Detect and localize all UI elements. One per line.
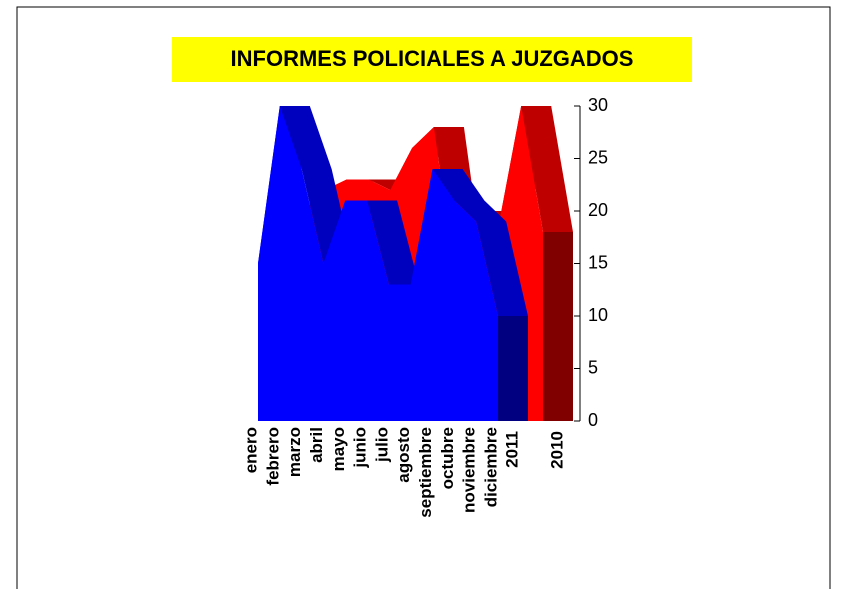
x-tick-label: septiembre — [416, 427, 435, 518]
area-top-face — [454, 200, 507, 222]
y-tick-label: 25 — [588, 147, 608, 167]
chart-title: INFORMES POLICIALES A JUZGADOS — [231, 46, 634, 71]
x-tick-label: octubre — [438, 427, 457, 489]
y-tick-label: 30 — [588, 95, 608, 115]
x-tick-label: abril — [307, 427, 326, 463]
x-tick-label: agosto — [394, 427, 413, 483]
x-tick-label: julio — [372, 427, 391, 463]
area-top-face — [432, 169, 485, 201]
y-tick-label: 15 — [588, 252, 608, 272]
area — [258, 106, 498, 421]
area-end-face — [543, 232, 573, 421]
y-tick-label: 0 — [588, 410, 598, 430]
x-tick-label: marzo — [285, 427, 304, 477]
x-tick-label: enero — [241, 427, 260, 473]
area-top-face — [521, 106, 573, 232]
x-tick-label: febrero — [263, 427, 282, 486]
area-end-face — [498, 316, 528, 421]
area-top-face — [279, 106, 332, 169]
area-top-face — [367, 200, 419, 285]
title-box — [172, 37, 692, 82]
area-top-face — [476, 221, 528, 316]
x-tick-label: noviembre — [460, 427, 479, 513]
y-tick-label: 5 — [588, 357, 598, 377]
series-label: 2011 — [502, 431, 521, 468]
x-tick-label: junio — [351, 427, 370, 469]
y-tick-label: 10 — [588, 305, 608, 325]
x-tick-label: mayo — [329, 427, 348, 471]
x-tick-label: diciembre — [481, 427, 500, 507]
y-tick-label: 20 — [588, 200, 608, 220]
series-label: 2010 — [547, 431, 566, 469]
